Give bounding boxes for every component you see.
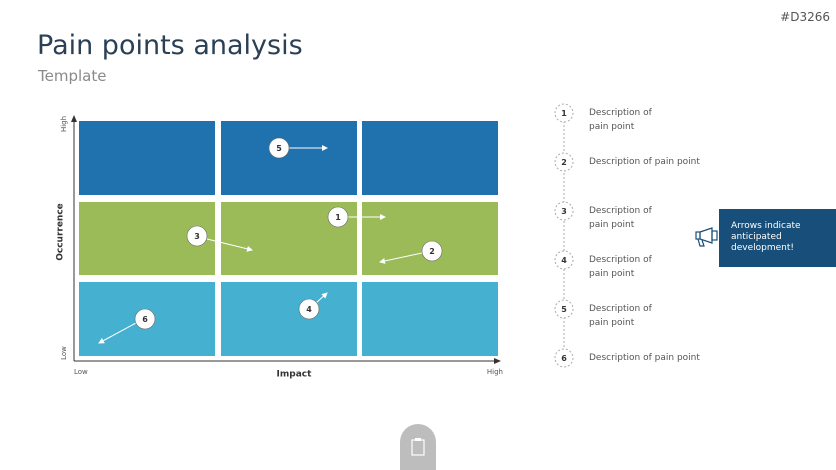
point-label: 4 — [306, 305, 312, 314]
list-number: 1 — [561, 109, 567, 118]
list-number: 3 — [561, 207, 567, 216]
point-circle — [298, 298, 320, 320]
point-label: 6 — [142, 315, 148, 324]
callout: Arrows indicate anticipated development! — [719, 209, 836, 267]
point-label: 3 — [194, 232, 200, 241]
document-id: #D3266 — [780, 10, 830, 24]
x-low: Low — [74, 368, 88, 376]
matrix-cells — [79, 121, 498, 356]
list-number: 6 — [561, 354, 567, 363]
bottom-icon — [400, 424, 436, 470]
list-text: Description of pain point — [589, 157, 700, 167]
subtitle: Template — [38, 67, 107, 85]
list-circle — [554, 152, 574, 172]
point-circle — [327, 206, 349, 228]
list-circle — [554, 299, 574, 319]
point-circle — [268, 137, 290, 159]
point-circle — [421, 240, 443, 262]
point-label: 2 — [429, 247, 435, 256]
list-text: Description of pain point — [589, 353, 700, 363]
list-text: Description of pain point — [589, 206, 652, 230]
megaphone-icon — [695, 227, 718, 247]
y-high: High — [60, 116, 68, 132]
arrows — [98, 145, 423, 344]
list-text: Description of pain point — [589, 255, 652, 279]
title: Pain points analysis — [37, 30, 303, 61]
list-number: 5 — [561, 305, 567, 314]
list-circle — [554, 201, 574, 221]
list-text: Description of pain point — [589, 304, 652, 328]
y-label: Occurrence — [56, 203, 66, 261]
list-circle — [554, 250, 574, 270]
point-circle — [186, 225, 208, 247]
list-circle — [554, 103, 574, 123]
points: 1 2 3 4 5 6 — [134, 137, 443, 330]
x-high: High — [487, 368, 503, 376]
point-label: 5 — [276, 144, 282, 153]
list-circle — [554, 348, 574, 368]
list-number: 2 — [561, 158, 567, 167]
point-circle — [134, 308, 156, 330]
y-low: Low — [60, 346, 68, 360]
list-text: Description of pain point — [589, 108, 652, 132]
list-numbers: 1 2 3 4 5 6 — [554, 103, 574, 368]
point-label: 1 — [335, 213, 341, 222]
x-label: Impact — [277, 370, 313, 380]
list-number: 4 — [561, 256, 567, 265]
